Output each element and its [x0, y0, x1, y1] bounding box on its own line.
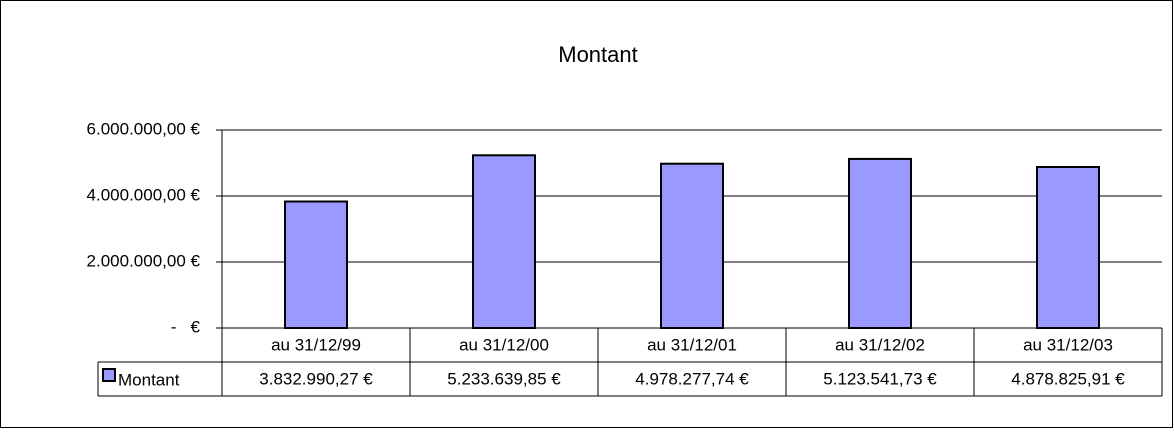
data-label: 4.978.277,74 €: [635, 369, 749, 388]
x-tick-label: au 31/12/99: [271, 335, 361, 354]
bar: [472, 154, 536, 329]
legend-label: Montant: [118, 370, 180, 389]
x-tick-label: au 31/12/00: [459, 335, 549, 354]
bar: [284, 200, 348, 329]
y-tick-label: 6.000.000,00 €: [87, 119, 201, 138]
x-tick-label: au 31/12/03: [1023, 335, 1113, 354]
bar: [660, 162, 724, 329]
x-tick-label: au 31/12/01: [647, 335, 737, 354]
bar: [1036, 165, 1100, 329]
data-label: 5.233.639,85 €: [447, 369, 561, 388]
data-label: 3.832.990,27 €: [259, 369, 373, 388]
data-label: 5.123.541,73 €: [823, 369, 937, 388]
bar: [848, 157, 912, 329]
y-tick-label: 2.000.000,00 €: [87, 251, 201, 270]
legend-swatch: [102, 368, 116, 382]
y-tick-label: - €: [171, 317, 201, 336]
y-tick-label: 4.000.000,00 €: [87, 185, 201, 204]
x-tick-label: au 31/12/02: [835, 335, 925, 354]
chart-title: Montant: [558, 42, 638, 67]
data-label: 4.878.825,91 €: [1011, 369, 1125, 388]
